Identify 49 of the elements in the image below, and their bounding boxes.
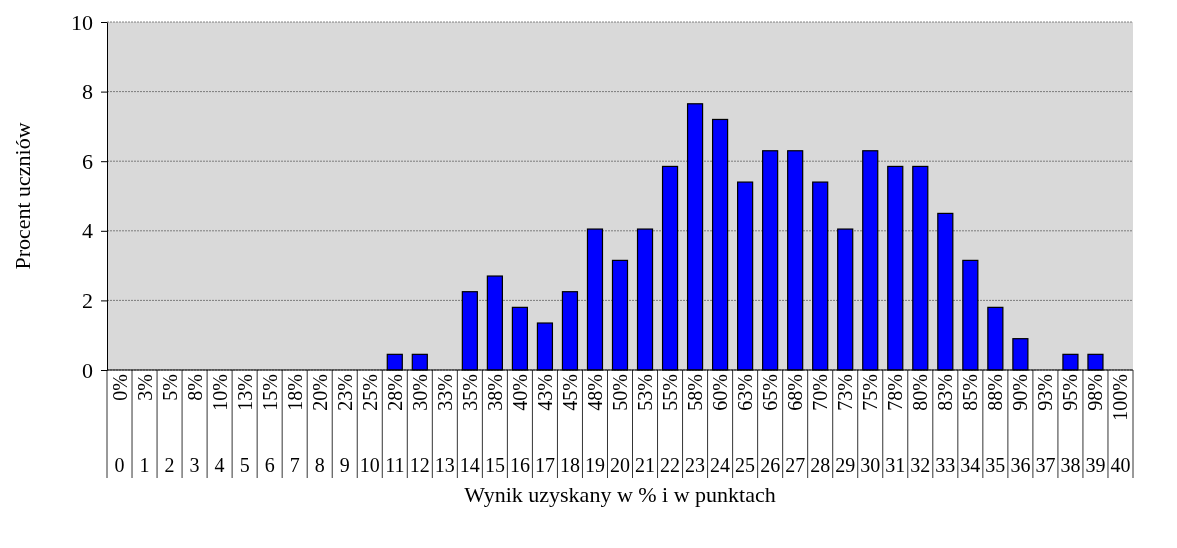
category-label: 5% 2 [158,374,181,476]
category-label: 80% 32 [909,374,932,476]
category-label: 43% 17 [533,374,556,476]
y-tick-label: 0 [82,357,93,383]
category-label: 73% 29 [834,374,857,476]
category-label: 78% 31 [884,374,907,476]
category-label: 58% 23 [684,374,707,476]
category-label: 40% 16 [508,374,531,476]
category-label: 20% 8 [308,374,331,476]
category-label: 18% 7 [283,374,306,476]
category-label: 13% 5 [233,374,256,476]
category-label: 33% 13 [433,374,456,476]
y-tick-label: 4 [82,218,93,244]
category-label: 63% 25 [734,374,757,476]
category-label: 15% 6 [258,374,281,476]
category-label: 55% 22 [659,374,682,476]
category-label: 28% 11 [383,374,406,476]
x-axis-title: Wynik uzyskany w % i w punktach [464,482,776,507]
category-label: 50% 20 [609,374,631,476]
category-label: 100% 40 [1109,374,1132,476]
category-label: 48% 19 [583,374,606,476]
category-label: 75% 30 [859,374,882,476]
category-label: 85% 34 [959,374,982,476]
category-label: 95% 38 [1059,374,1082,476]
category-label: 45% 18 [558,374,581,476]
category-label: 10% 4 [208,374,231,476]
category-label: 35% 14 [458,374,481,476]
y-axis-title: Procent uczniów [10,122,35,270]
category-label: 30% 12 [408,374,431,476]
category-label: 98% 39 [1084,374,1107,476]
category-label: 68% 27 [784,374,807,476]
category-label: 53% 21 [634,374,657,476]
category-label: 88% 35 [984,374,1007,476]
category-label: 3% 1 [133,374,156,476]
category-label: 70% 28 [809,374,832,476]
y-tick-label: 8 [82,79,93,105]
category-label: 90% 36 [1009,374,1032,476]
category-label: 8% 3 [183,374,206,476]
category-label: 23% 9 [333,374,356,476]
category-label: 93% 37 [1034,374,1057,476]
category-label: 0% 0 [108,374,131,476]
category-label: 25% 10 [358,374,381,476]
y-tick-label: 2 [82,287,93,313]
category-label: 83% 33 [934,374,957,476]
category-label: 60% 24 [709,374,732,476]
y-tick-label: 6 [82,148,93,174]
category-label: 38% 15 [483,374,506,476]
y-tick-label: 10 [71,9,93,35]
category-label: 65% 26 [759,374,782,476]
